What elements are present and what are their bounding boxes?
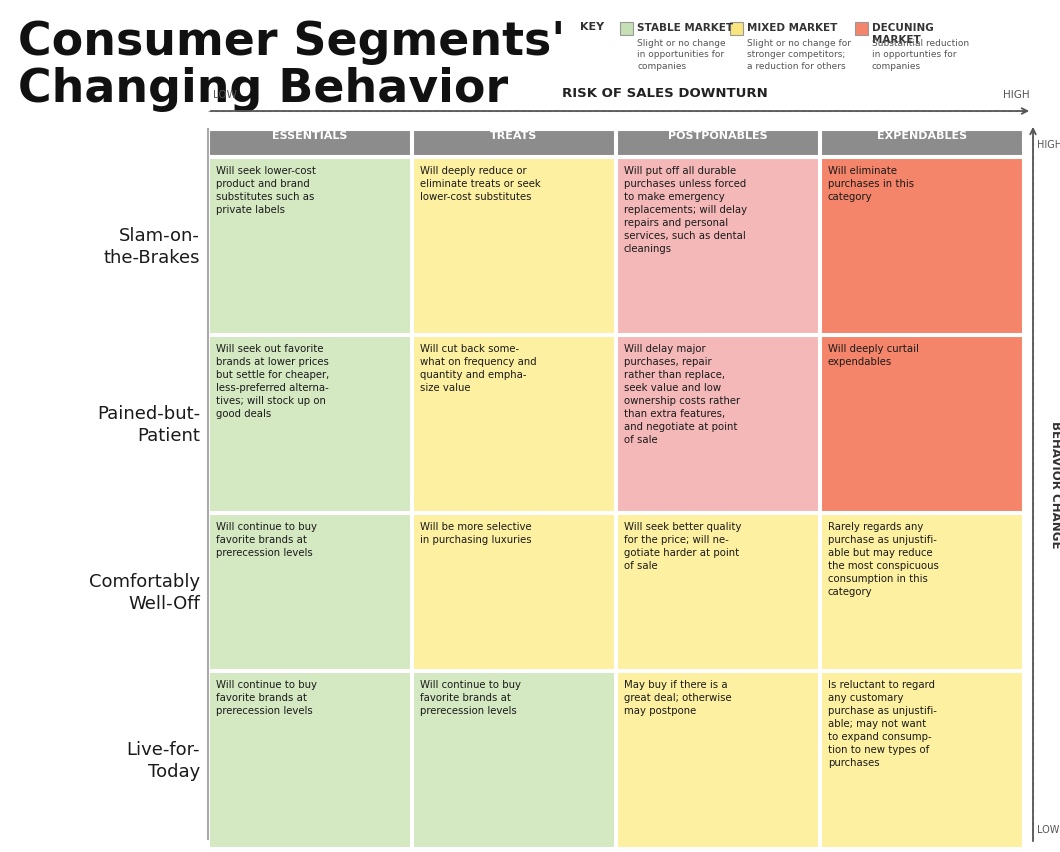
Text: ESSENTIALS: ESSENTIALS (272, 131, 348, 141)
Bar (822, 131, 1023, 157)
Bar (822, 158, 1023, 335)
Text: Will put off all durable
purchases unless forced
to make emergency
replacements;: Will put off all durable purchases unles… (624, 166, 747, 254)
Bar (730, 23, 743, 36)
Text: Will delay major
purchases, repair
rather than replace,
seek value and low
owner: Will delay major purchases, repair rathe… (624, 343, 740, 445)
Text: BEHAVIOR CHANGE: BEHAVIOR CHANGE (1048, 421, 1060, 548)
Bar (413, 131, 615, 157)
Text: HIGH: HIGH (1004, 90, 1030, 100)
Bar (209, 515, 411, 671)
Bar (209, 158, 411, 335)
Bar (822, 672, 1023, 848)
Bar (617, 515, 819, 671)
Text: LOW: LOW (1037, 824, 1059, 834)
Text: Is reluctant to regard
any customary
purchase as unjustifi-
able; may not want
t: Is reluctant to regard any customary pur… (828, 679, 937, 768)
Text: Rarely regards any
purchase as unjustifi-
able but may reduce
the most conspicuo: Rarely regards any purchase as unjustifi… (828, 521, 939, 596)
Text: Will seek out favorite
brands at lower prices
but settle for cheaper,
less-prefe: Will seek out favorite brands at lower p… (216, 343, 330, 418)
Text: POSTPONABLES: POSTPONABLES (668, 131, 767, 141)
Text: DECUNING
MARKET: DECUNING MARKET (872, 23, 934, 44)
Text: EXPENDABLES: EXPENDABLES (877, 131, 967, 141)
Text: Will deeply reduce or
eliminate treats or seek
lower-cost substitutes: Will deeply reduce or eliminate treats o… (420, 166, 541, 202)
Text: TREATS: TREATS (491, 131, 537, 141)
Bar (617, 131, 819, 157)
Text: Will deeply curtail
expendables: Will deeply curtail expendables (828, 343, 919, 366)
Text: Slight or no change
in opportunities for
companies: Slight or no change in opportunities for… (637, 39, 726, 71)
Bar (617, 158, 819, 335)
Text: LOW: LOW (213, 90, 236, 100)
Text: Pained-but-
Patient: Pained-but- Patient (96, 405, 200, 444)
Text: Substantial reduction
in opportunties for
companies: Substantial reduction in opportunties fo… (872, 39, 969, 71)
Text: Comfortably
Well-Off: Comfortably Well-Off (89, 573, 200, 612)
Text: May buy if there is a
great deal; otherwise
may postpone: May buy if there is a great deal; otherw… (624, 679, 731, 715)
Text: Will eliminate
purchases in this
category: Will eliminate purchases in this categor… (828, 166, 914, 202)
Bar (855, 23, 868, 36)
Text: Will continue to buy
favorite brands at
prerecession levels: Will continue to buy favorite brands at … (216, 679, 317, 715)
Bar (413, 672, 615, 848)
Bar (822, 337, 1023, 512)
Text: RISK OF SALES DOWNTURN: RISK OF SALES DOWNTURN (562, 87, 767, 100)
Bar (617, 337, 819, 512)
Text: Will seek better quality
for the price; will ne-
gotiate harder at point
of sale: Will seek better quality for the price; … (624, 521, 742, 571)
Bar (620, 23, 633, 36)
Text: MIXED MARKET: MIXED MARKET (747, 23, 837, 33)
Bar (822, 515, 1023, 671)
Text: KEY: KEY (580, 22, 604, 32)
Text: Will seek lower-cost
product and brand
substitutes such as
private labels: Will seek lower-cost product and brand s… (216, 166, 316, 215)
Bar (209, 337, 411, 512)
Text: HIGH: HIGH (1037, 140, 1060, 150)
Text: STABLE MARKET: STABLE MARKET (637, 23, 734, 33)
Text: Will continue to buy
favorite brands at
prerecession levels: Will continue to buy favorite brands at … (420, 679, 522, 715)
Bar (209, 131, 411, 157)
Bar (209, 672, 411, 848)
Text: Consumer Segments'
Changing Behavior: Consumer Segments' Changing Behavior (18, 20, 565, 112)
Bar (413, 158, 615, 335)
Text: Live-for-
Today: Live-for- Today (126, 740, 200, 780)
Bar (413, 515, 615, 671)
Text: Will cut back some-
what on frequency and
quantity and empha-
size value: Will cut back some- what on frequency an… (420, 343, 536, 393)
Bar (413, 337, 615, 512)
Bar (617, 672, 819, 848)
Text: Will be more selective
in purchasing luxuries: Will be more selective in purchasing lux… (420, 521, 532, 544)
Text: Will continue to buy
favorite brands at
prerecession levels: Will continue to buy favorite brands at … (216, 521, 317, 557)
Text: Slam-on-
the-Brakes: Slam-on- the-Brakes (104, 227, 200, 267)
Text: Slight or no change for
stronger competitors;
a reduction for others: Slight or no change for stronger competi… (747, 39, 851, 71)
